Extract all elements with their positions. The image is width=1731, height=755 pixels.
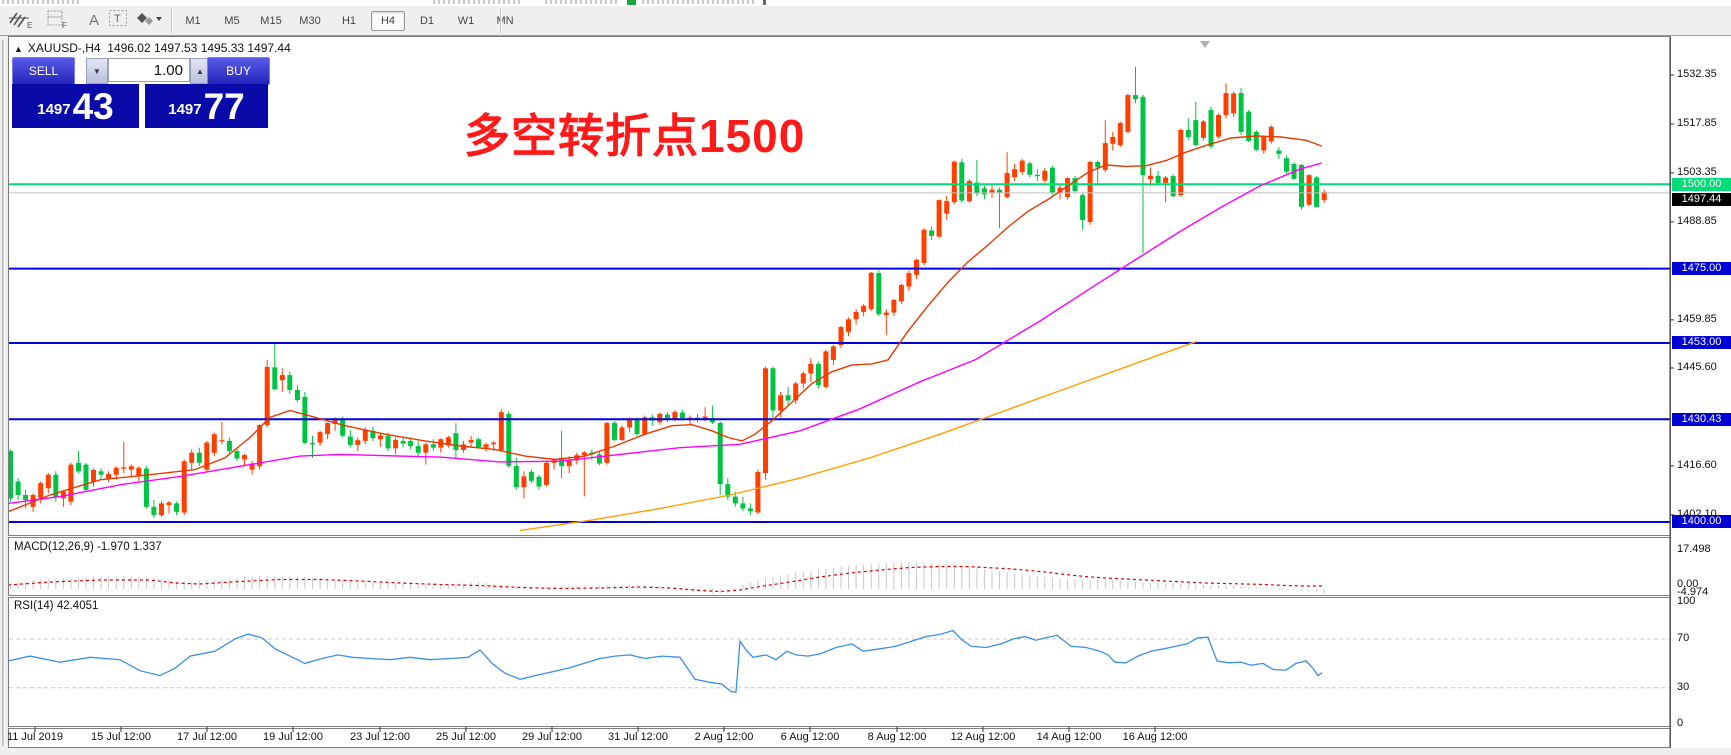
menu-remnant <box>642 0 757 4</box>
rsi-scale-70: 70 <box>1677 632 1690 644</box>
price-axis-tick-label: 1416.60 <box>1677 458 1717 471</box>
rsi-scale-0: 0 <box>1677 717 1684 730</box>
price-axis-tick-label: 1445.60 <box>1677 360 1717 373</box>
rsi-panel-separator[interactable] <box>8 595 1671 598</box>
buy-price-big: 77 <box>203 86 245 127</box>
timeframe-buttons: M1 M5 M15 M30 H1 H4 D1 W1 MN <box>176 9 522 32</box>
time-axis-separator <box>8 726 1671 729</box>
rsi-line <box>7 629 1323 693</box>
time-axis-label[interactable]: 25 Jul 12:00 <box>436 731 496 743</box>
price-level-tag-1497.44: 1497.44 <box>1672 192 1731 206</box>
price-axis-tick-label: 1532.35 <box>1677 68 1717 80</box>
toolbar: E F A T M1 M5 M15 M30 H1 H4 <box>0 6 1731 36</box>
time-axis-label[interactable]: 15 Jul 12:00 <box>91 731 151 743</box>
chart-annotation: 多空转折点1500 <box>464 110 806 162</box>
timeframe-button-m5[interactable]: M5 <box>224 14 240 27</box>
ma-fast-red <box>9 135 1323 513</box>
rsi-label: RSI(14) 42.4051 <box>14 600 99 612</box>
timeframe-button-d1[interactable]: D1 <box>419 14 435 27</box>
ma-slow-orange <box>519 340 1198 532</box>
chart-window[interactable] <box>8 36 1671 748</box>
buy-price-display[interactable]: 1497 77 <box>145 84 268 128</box>
menu-remnant <box>545 0 620 4</box>
timeframe-button-m15[interactable]: M15 <box>260 14 282 27</box>
price-axis-tick-label: 1503.35 <box>1677 165 1717 178</box>
sell-button[interactable]: SELL <box>12 57 75 85</box>
caret-up-icon: ▲ <box>196 66 204 76</box>
rsi-panel-group <box>7 629 1670 693</box>
sell-price-display[interactable]: 1497 43 <box>12 84 139 128</box>
sell-price-big: 43 <box>72 86 114 127</box>
main-chart-group <box>9 66 1670 532</box>
rsi-scale-100: 100 <box>1677 595 1696 608</box>
menu-remnant <box>433 0 523 4</box>
price-level-tag-1475.00: 1475.00 <box>1672 262 1731 276</box>
time-axis-label[interactable]: 11 Jul 2019 <box>6 731 64 743</box>
cropped-menu-strip <box>0 0 1731 6</box>
price-level-tag-1430.43: 1430.43 <box>1672 412 1731 426</box>
svg-text:F: F <box>62 21 67 29</box>
macd-scale-min: -4.974 <box>1677 586 1709 598</box>
time-axis-label[interactable]: 8 Aug 12:00 <box>867 731 927 743</box>
price-level-tag-1400.00: 1400.00 <box>1672 515 1731 529</box>
time-axis-label[interactable]: 6 Aug 12:00 <box>780 731 840 743</box>
svg-text:E: E <box>27 21 32 29</box>
toolbar-separator <box>171 8 172 33</box>
buy-button[interactable]: BUY <box>207 57 270 85</box>
menu-remnant-green <box>627 0 636 5</box>
caret-down-icon: ▼ <box>93 66 101 76</box>
time-axis-label[interactable]: 14 Aug 12:00 <box>1036 731 1102 743</box>
menu-remnant <box>2 0 82 4</box>
toolbar-separator <box>500 8 501 33</box>
timeframe-button-w1[interactable]: W1 <box>457 14 475 27</box>
symbol-header: ▲ XAUUSD-,H4 1496.02 1497.53 1495.33 1497… <box>14 41 291 55</box>
macd-panel-separator[interactable] <box>8 535 1671 538</box>
volume-input[interactable]: 1.00 <box>108 58 190 82</box>
menu-remnant <box>763 0 766 5</box>
macd-label: MACD(12,26,9) -1.970 1.337 <box>14 541 162 553</box>
svg-text:T: T <box>114 13 121 25</box>
time-axis-label[interactable]: 23 Jul 12:00 <box>350 731 410 743</box>
price-axis-tick-label: 1459.85 <box>1677 312 1717 325</box>
dock-left-groove <box>2 40 5 746</box>
volume-dropdown-button[interactable]: ▼ <box>86 58 108 84</box>
time-axis-label[interactable]: 2 Aug 12:00 <box>694 731 754 743</box>
price-axis-tick-label: 1517.85 <box>1677 116 1717 129</box>
macd-scale-zero: 0.00 <box>1677 578 1699 590</box>
buy-price-small: 1497 <box>168 101 202 118</box>
timeframe-button-h1[interactable]: H1 <box>341 14 357 27</box>
time-axis-label[interactable]: 31 Jul 12:00 <box>608 731 668 743</box>
text-label-icon[interactable]: A <box>88 11 99 29</box>
candlestick-series <box>9 66 1327 518</box>
price-level-tag-1453.00: 1453.00 <box>1672 336 1731 350</box>
dock-bottom-strip <box>8 748 1731 755</box>
draw-pattern-icon[interactable]: E <box>8 9 40 31</box>
time-axis-label[interactable]: 12 Aug 12:00 <box>950 731 1016 743</box>
timeframe-button-m30[interactable]: M30 <box>299 14 321 27</box>
cycle-lines-icon[interactable] <box>136 9 168 31</box>
timeframe-button-m1[interactable]: M1 <box>185 14 201 27</box>
time-axis-label[interactable]: 19 Jul 12:00 <box>263 731 323 743</box>
symbol-header-text: XAUUSD-,H4 1496.02 1497.53 1495.33 1497.… <box>27 41 291 55</box>
time-axis-label[interactable]: 29 Jul 12:00 <box>522 731 582 743</box>
one-click-trade-panel: SELL ▼ 1.00 ▲ BUY 1497 43 1497 77 <box>12 57 270 128</box>
collapse-arrow-icon[interactable]: ▲ <box>14 44 23 54</box>
text-box-icon[interactable]: T <box>108 9 132 31</box>
macd-panel-group <box>9 562 1325 594</box>
price-level-tag-1500.00: 1500.00 <box>1672 177 1731 191</box>
ma-mid-magenta <box>9 162 1323 504</box>
sell-price-small: 1497 <box>37 101 71 118</box>
timeframe-button-h4[interactable]: H4 <box>371 10 405 31</box>
macd-signal-line <box>9 565 1322 593</box>
price-axis-tick-label: 1488.85 <box>1677 214 1717 227</box>
time-axis-label[interactable]: 17 Jul 12:00 <box>177 731 237 743</box>
grid-fibo-icon[interactable]: F <box>46 9 76 31</box>
macd-scale-max: 17.498 <box>1677 543 1711 555</box>
rsi-scale-30: 30 <box>1677 680 1690 693</box>
time-axis-label[interactable]: 16 Aug 12:00 <box>1122 731 1188 743</box>
chart-shift-marker-icon[interactable] <box>1200 41 1210 48</box>
